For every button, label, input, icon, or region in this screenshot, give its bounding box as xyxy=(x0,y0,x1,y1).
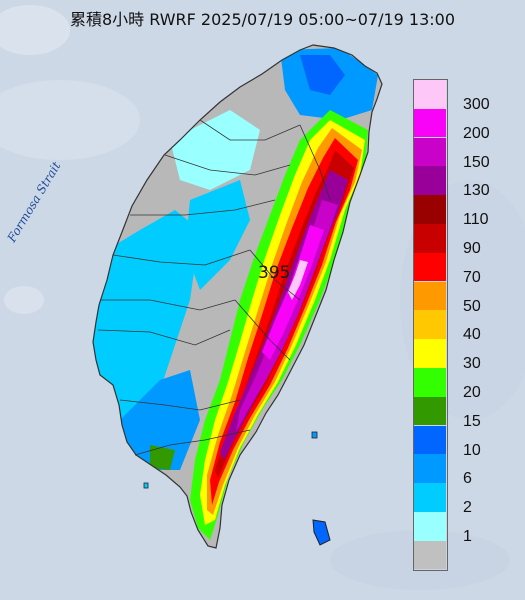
legend-label: 70 xyxy=(463,268,481,286)
legend-swatch xyxy=(414,195,446,224)
legend-label: 6 xyxy=(463,470,472,488)
peak-rainfall-value: 395 xyxy=(258,263,290,283)
sea-texture xyxy=(0,5,525,590)
legend-label: 10 xyxy=(463,441,481,459)
legend-frame xyxy=(413,79,448,571)
legend-swatch xyxy=(414,80,446,109)
green-island xyxy=(312,519,331,546)
legend-label: 200 xyxy=(463,124,490,142)
legend-swatch xyxy=(414,252,446,282)
legend-swatch xyxy=(414,540,446,570)
legend-label: 300 xyxy=(463,96,490,113)
legend-swatch xyxy=(414,310,446,339)
legend-swatch xyxy=(414,137,446,167)
legend-label: 30 xyxy=(463,355,481,373)
legend-label: 2 xyxy=(463,499,472,517)
legend-label: 90 xyxy=(463,240,481,257)
legend-swatch xyxy=(414,454,446,483)
legend-label: 110 xyxy=(463,211,489,229)
legend-swatch xyxy=(414,425,446,455)
legend-swatch xyxy=(414,512,446,541)
legend-label: 40 xyxy=(463,326,481,344)
islet xyxy=(143,482,149,489)
legend-label: 1 xyxy=(463,528,472,545)
legend-swatch xyxy=(414,368,446,397)
islet xyxy=(311,431,318,439)
legend-swatch xyxy=(414,281,446,311)
legend-swatch xyxy=(414,483,446,512)
legend-swatch xyxy=(414,166,446,195)
legend-swatch xyxy=(414,224,446,253)
legend-label: 150 xyxy=(463,153,490,171)
legend-label: 50 xyxy=(463,297,481,315)
legend-label: 130 xyxy=(463,182,490,200)
legend-swatch xyxy=(414,339,446,368)
legend-label: 15 xyxy=(463,412,481,430)
county-borders xyxy=(97,119,331,456)
legend-swatch xyxy=(414,108,446,138)
legend-swatch xyxy=(414,396,446,426)
legend-label: 20 xyxy=(463,384,481,401)
map-title: 累積8小時 RWRF 2025/07/19 05:00~07/19 13:00 xyxy=(69,10,456,29)
